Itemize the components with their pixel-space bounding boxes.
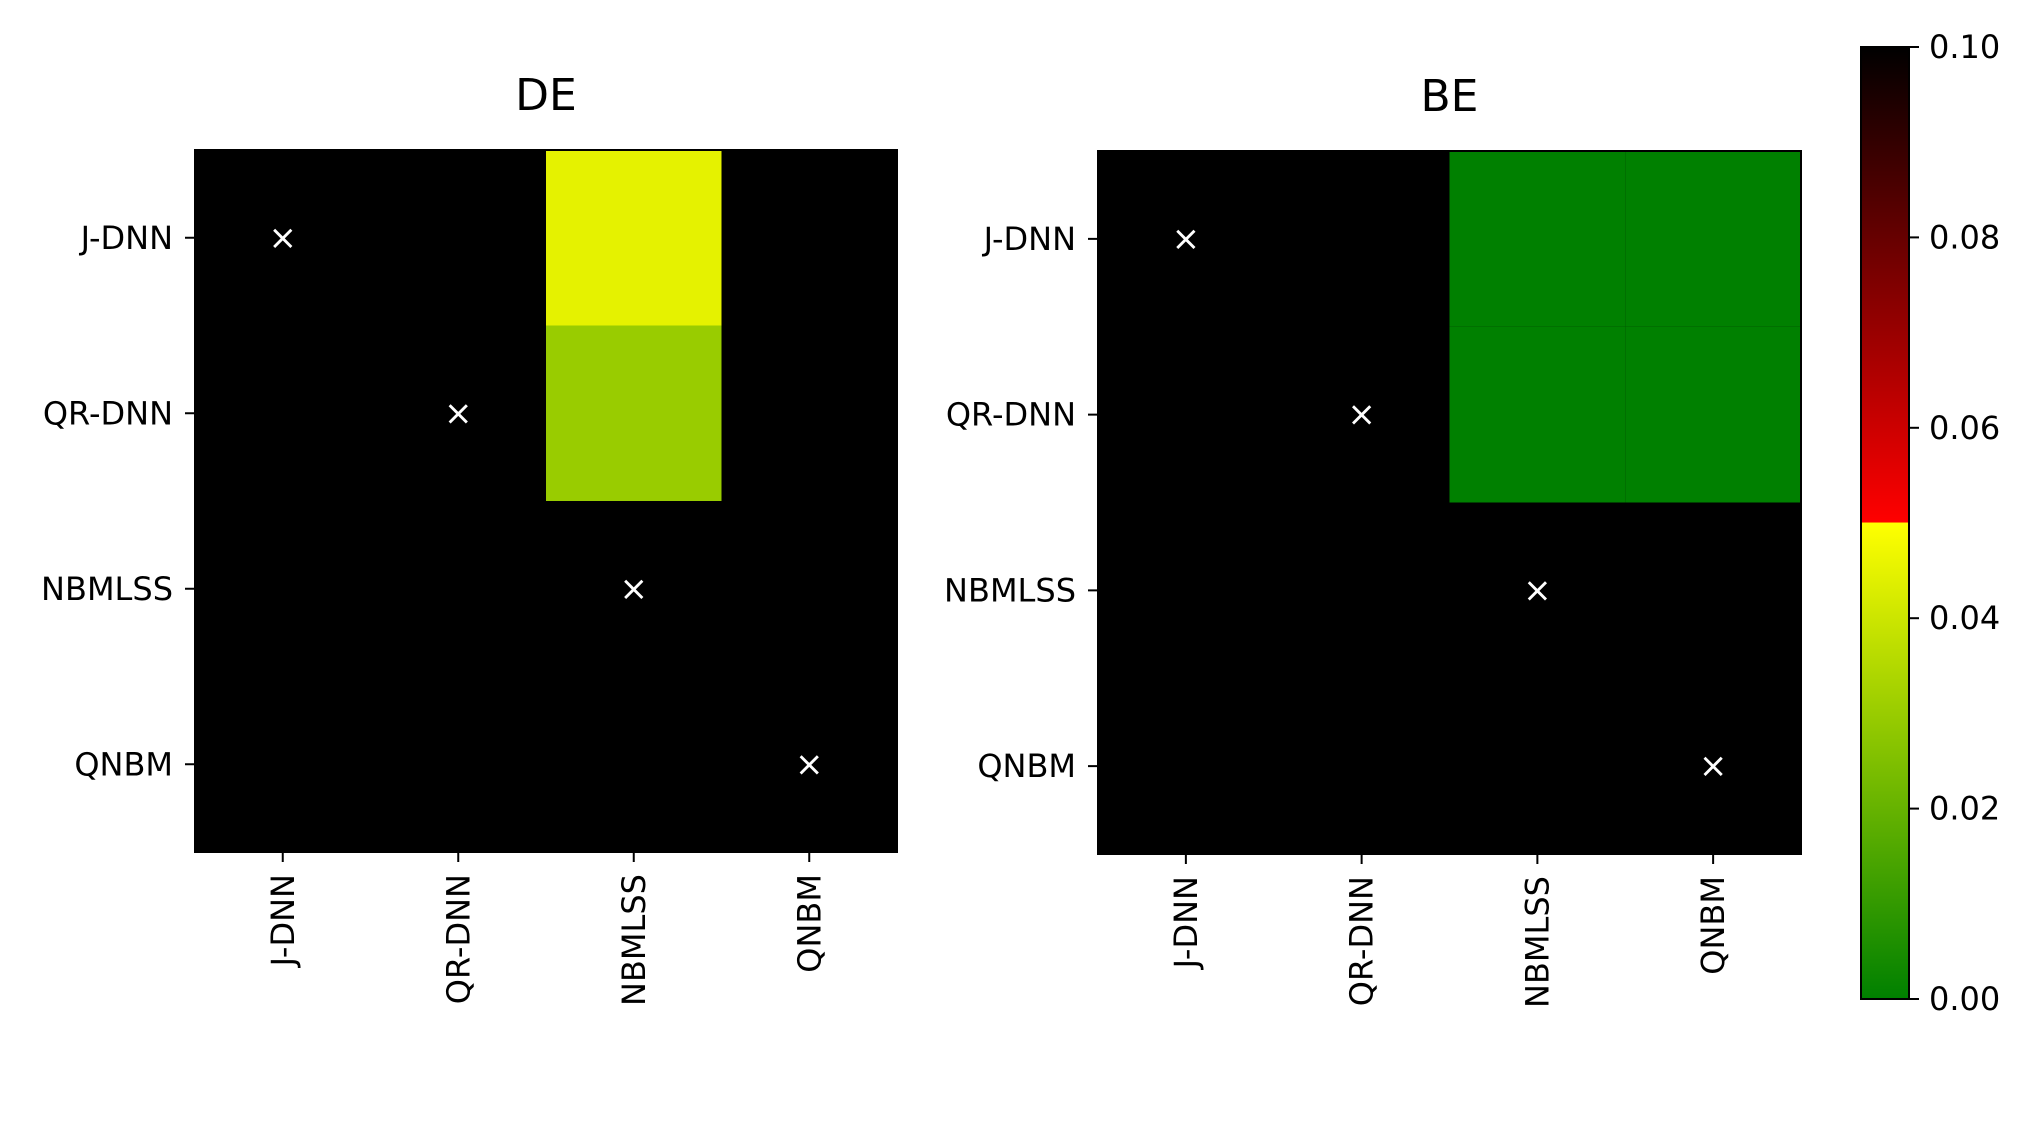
y-tick-label: NBMLSS	[41, 570, 173, 608]
y-tick-label: QR-DNN	[946, 396, 1076, 434]
diagonal-marker: ×	[1699, 746, 1728, 786]
panel-title: BE	[1421, 71, 1479, 122]
diagonal-marker: ×	[1523, 570, 1552, 610]
colorbar-tick-label: 0.08	[1929, 218, 2000, 256]
x-tick-label: NBMLSS	[1518, 876, 1556, 1008]
heatmap-frame	[194, 149, 898, 853]
colorbar-tick-label: 0.04	[1929, 599, 2000, 637]
colorbar-tick-label: 0.06	[1929, 409, 2000, 447]
colorbar-tick-label: 0.02	[1929, 790, 2000, 828]
diagonal-marker: ×	[620, 569, 649, 609]
heatmap-cell-j-dnn-qnbm	[1625, 151, 1801, 327]
diagonal-marker: ×	[795, 744, 824, 784]
y-tick-label: QNBM	[74, 745, 173, 783]
diagonal-marker: ×	[269, 218, 298, 258]
diagonal-marker: ×	[444, 393, 473, 433]
y-tick-label: NBMLSS	[944, 571, 1076, 609]
x-tick-label: J-DNN	[264, 874, 302, 968]
colorbar-tick-label: 0.10	[1929, 28, 2000, 66]
y-tick-label: J-DNN	[982, 220, 1076, 258]
x-tick-label: QNBM	[1694, 876, 1732, 975]
panel-title: DE	[515, 70, 577, 121]
colorbar: 0.00 0.02 0.04 0.06 0.08 0.10	[1860, 28, 2000, 1018]
colorbar-gradient	[1861, 47, 1909, 999]
heatmap-cell-qr-dnn-qnbm	[1625, 326, 1801, 503]
y-tick-label: QR-DNN	[43, 394, 173, 432]
heatmap-cell-j-dnn-nbmlss	[546, 150, 722, 326]
diagonal-marker: ×	[1347, 395, 1376, 435]
y-tick-label: J-DNN	[79, 219, 173, 257]
heatmap-panel-de: × × × × DE J-DNN QR-DNN NBMLSS QNBM J-DNN QR-DNN NB…	[41, 70, 898, 1006]
heatmap-panel-be: × × × × BE J-DNN QR-DNN NBMLSS QNBM J-DNN QR-DNN NB…	[944, 71, 1802, 1008]
heatmap-cell-j-dnn-nbmlss	[1449, 151, 1626, 327]
x-tick-label: QNBM	[790, 874, 828, 973]
x-tick-label: QR-DNN	[1343, 876, 1381, 1006]
diagonal-marker: ×	[1172, 219, 1201, 259]
heatmap-frame	[1097, 150, 1802, 855]
y-tick-label: QNBM	[977, 747, 1076, 785]
x-tick-label: NBMLSS	[615, 874, 653, 1006]
colorbar-frame	[1860, 46, 1910, 1000]
heatmap-cell-qr-dnn-nbmlss	[546, 325, 722, 501]
heatmap-cell-qr-dnn-nbmlss	[1449, 326, 1626, 503]
colorbar-tick-label: 0.00	[1929, 980, 2000, 1018]
x-tick-label: J-DNN	[1167, 876, 1205, 970]
x-tick-label: QR-DNN	[439, 874, 477, 1004]
